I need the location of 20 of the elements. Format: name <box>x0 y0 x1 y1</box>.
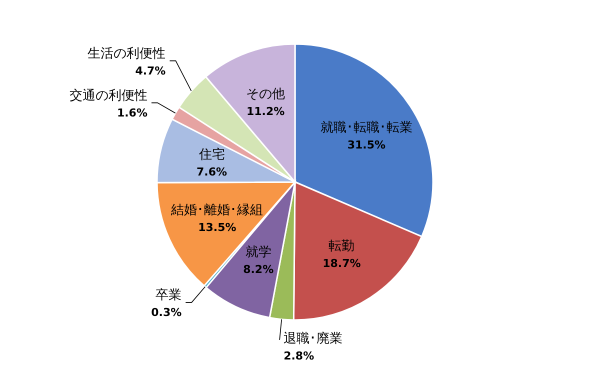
data-label: 11.2% <box>246 105 285 118</box>
data-label: 13.5% <box>198 221 236 234</box>
slice-label: 生活の利便性 <box>88 46 166 62</box>
slice-label: 住宅 <box>198 146 225 163</box>
slice-label: 交通の利便性 <box>69 87 148 104</box>
slice-label: 就学 <box>245 244 272 260</box>
slice-label: その他 <box>246 87 286 102</box>
data-label: 0.3% <box>151 306 182 319</box>
data-label: 2.8% <box>284 349 314 362</box>
data-label: 31.5% <box>347 138 386 152</box>
slice-label: 結婚･離婚･縁組 <box>170 203 264 218</box>
data-label: 18.7% <box>322 257 361 270</box>
data-label: 4.7% <box>135 64 166 78</box>
data-label: 7.6% <box>196 166 228 179</box>
slice-label: 卒業 <box>156 288 182 303</box>
slice-label: 転勤 <box>328 239 355 254</box>
data-label: 8.2% <box>243 262 274 276</box>
slice-label: 退職･廃業 <box>284 331 343 346</box>
data-label: 1.6% <box>116 106 148 120</box>
slice-label: 就職･転職･転業 <box>320 120 412 136</box>
